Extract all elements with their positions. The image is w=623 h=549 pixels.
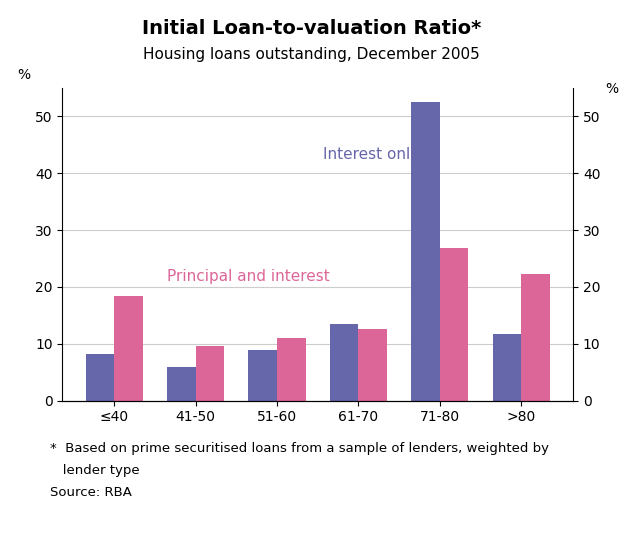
Bar bbox=[521, 274, 550, 401]
Bar bbox=[114, 295, 143, 401]
Text: Interest only: Interest only bbox=[323, 147, 419, 162]
Y-axis label: %: % bbox=[605, 82, 618, 96]
Bar bbox=[440, 248, 468, 401]
Text: Source: RBA: Source: RBA bbox=[50, 486, 131, 499]
Bar bbox=[85, 354, 114, 401]
Text: Principal and interest: Principal and interest bbox=[167, 269, 330, 284]
Text: lender type: lender type bbox=[50, 464, 140, 477]
Y-axis label: %: % bbox=[17, 68, 31, 82]
Text: Housing loans outstanding, December 2005: Housing loans outstanding, December 2005 bbox=[143, 47, 480, 61]
Bar bbox=[167, 367, 196, 401]
Bar bbox=[411, 102, 440, 401]
Bar bbox=[196, 345, 224, 401]
Bar bbox=[358, 328, 387, 401]
Bar bbox=[493, 334, 521, 401]
Bar bbox=[249, 350, 277, 401]
Text: Initial Loan-to-valuation Ratio*: Initial Loan-to-valuation Ratio* bbox=[142, 19, 481, 38]
Bar bbox=[277, 338, 305, 401]
Bar bbox=[330, 324, 358, 401]
Text: *  Based on prime securitised loans from a sample of lenders, weighted by: * Based on prime securitised loans from … bbox=[50, 442, 549, 455]
